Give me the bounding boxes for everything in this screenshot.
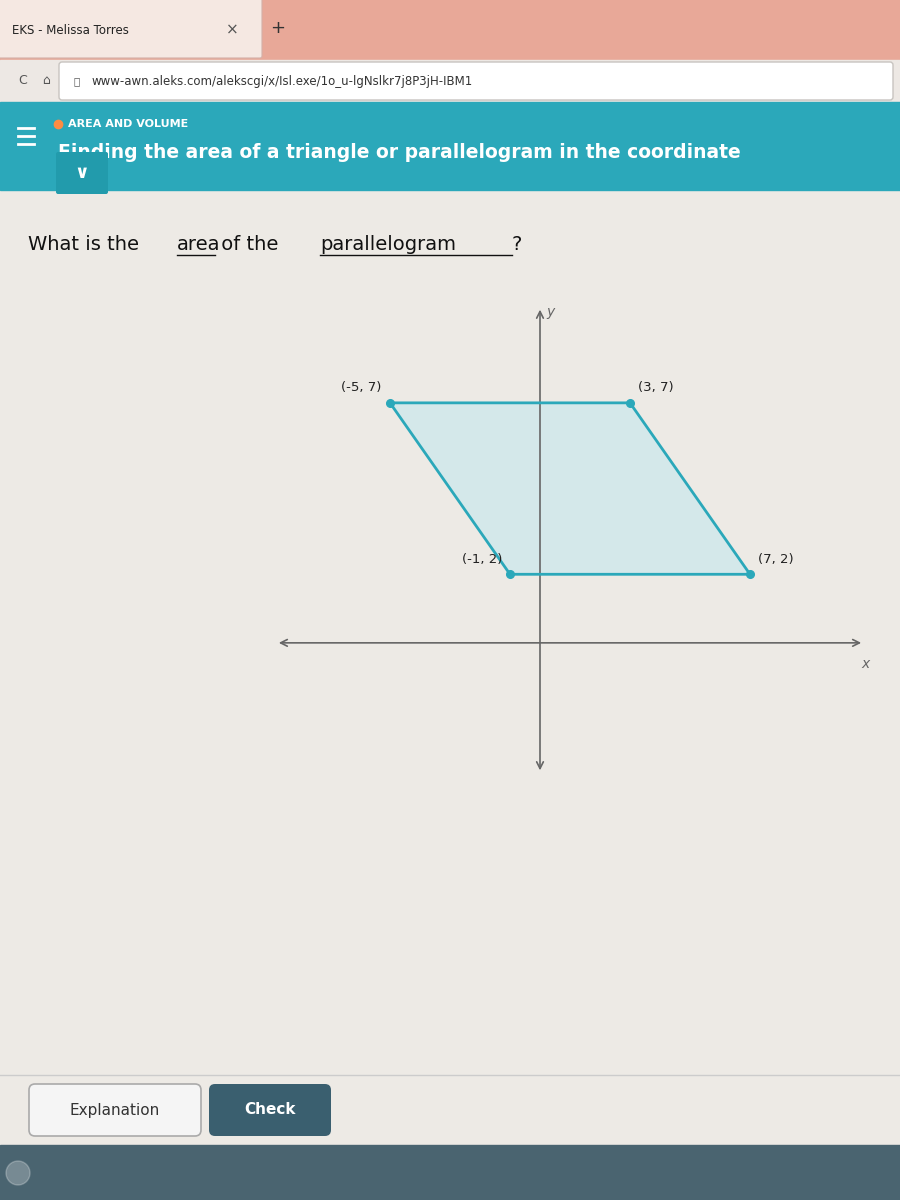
Text: ∨: ∨ — [75, 164, 89, 182]
Text: (-1, 2): (-1, 2) — [462, 553, 502, 565]
Text: What is the: What is the — [28, 235, 145, 254]
Text: Check: Check — [244, 1103, 296, 1117]
Text: of the: of the — [215, 235, 284, 254]
Text: (-5, 7): (-5, 7) — [340, 382, 381, 395]
FancyBboxPatch shape — [209, 1084, 331, 1136]
Bar — [0, 1145, 900, 1200]
Text: 🔒: 🔒 — [74, 76, 80, 86]
Bar — [0, 190, 900, 1200]
Text: +: + — [271, 19, 285, 37]
Text: parallelogram: parallelogram — [320, 235, 456, 254]
FancyBboxPatch shape — [29, 1084, 201, 1136]
Text: (7, 2): (7, 2) — [758, 553, 793, 565]
Bar — [0, 60, 900, 102]
Text: ⌂: ⌂ — [42, 74, 50, 88]
Text: ×: × — [226, 23, 239, 37]
Polygon shape — [390, 403, 750, 575]
Bar — [0, 102, 900, 190]
FancyBboxPatch shape — [59, 62, 893, 100]
Text: AREA AND VOLUME: AREA AND VOLUME — [68, 119, 188, 128]
Text: ?: ? — [512, 235, 522, 254]
Text: x: x — [861, 656, 869, 671]
Text: (3, 7): (3, 7) — [637, 382, 673, 395]
FancyBboxPatch shape — [0, 0, 262, 58]
Text: EKS - Melissa Torres: EKS - Melissa Torres — [12, 24, 129, 36]
Text: www-awn.aleks.com/alekscgi/x/Isl.exe/1o_u-lgNslkr7j8P3jH-IBM1: www-awn.aleks.com/alekscgi/x/Isl.exe/1o_… — [92, 74, 473, 88]
Circle shape — [6, 1162, 30, 1186]
Text: y: y — [546, 305, 554, 319]
Text: C: C — [18, 74, 27, 88]
FancyBboxPatch shape — [56, 152, 108, 194]
Bar — [0, 0, 900, 60]
Text: area: area — [177, 235, 220, 254]
Text: Finding the area of a triangle or parallelogram in the coordinate: Finding the area of a triangle or parall… — [58, 143, 741, 162]
Text: Explanation: Explanation — [70, 1103, 160, 1117]
